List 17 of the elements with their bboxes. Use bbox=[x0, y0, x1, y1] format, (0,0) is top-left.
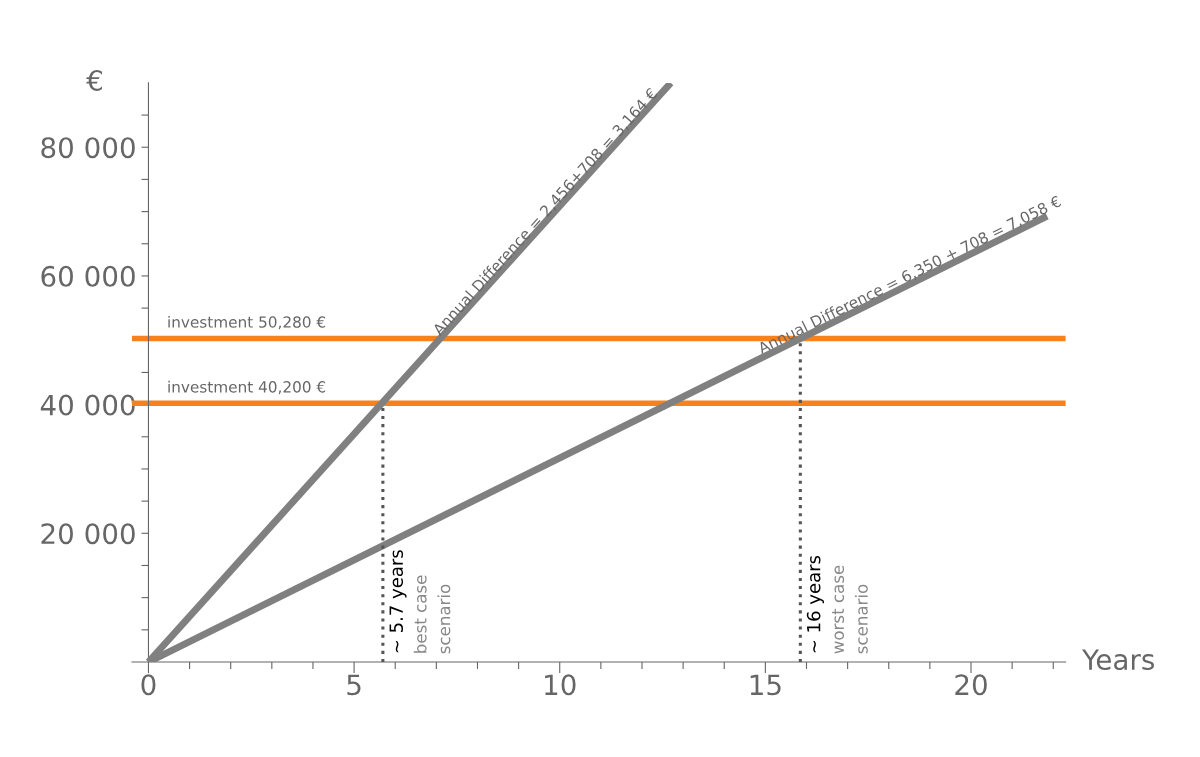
ref-line-label: investment 40,200 € bbox=[168, 380, 326, 395]
annotation: best case scenario bbox=[413, 575, 451, 654]
x-tick-label: 10 bbox=[545, 674, 576, 696]
y-axis-title: € bbox=[86, 69, 102, 91]
x-tick-label: 5 bbox=[347, 674, 361, 696]
ref-line-label: ~ 16 years bbox=[806, 555, 824, 653]
x-tick-label: 20 bbox=[955, 674, 987, 696]
y-tick-label: 60 000 bbox=[41, 265, 135, 287]
ref-line-label: ~ 5.7 years bbox=[389, 550, 407, 653]
annotation: worst case scenario bbox=[832, 565, 868, 654]
x-tick-label: 15 bbox=[750, 674, 781, 696]
y-tick-label: 20 000 bbox=[41, 523, 135, 545]
x-axis-title: Years bbox=[1081, 649, 1154, 671]
y-tick-label: 40 000 bbox=[40, 394, 135, 416]
ref-line-label: investment 50,280 € bbox=[168, 315, 326, 330]
x-tick-label: 0 bbox=[141, 674, 156, 696]
y-tick-label: 80 000 bbox=[41, 137, 135, 159]
